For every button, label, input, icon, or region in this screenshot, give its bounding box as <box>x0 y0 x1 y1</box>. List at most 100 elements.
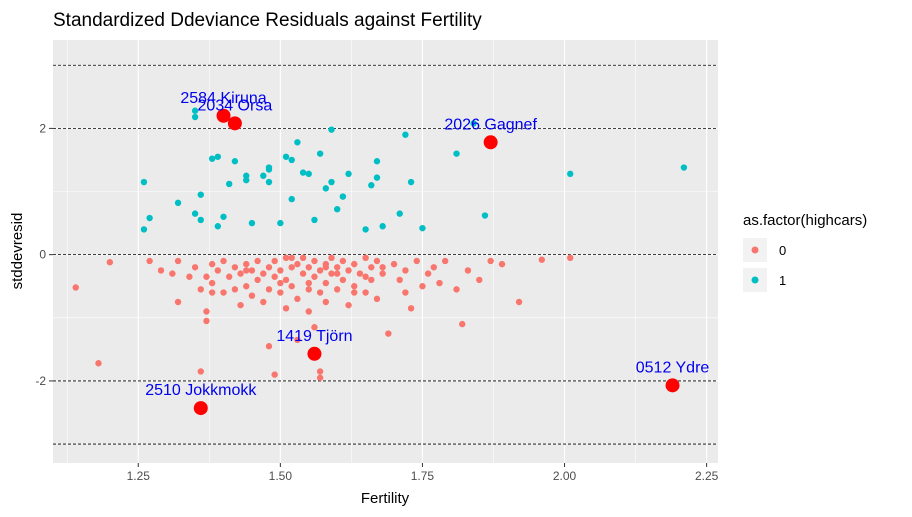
point-series-0 <box>413 257 420 265</box>
point-series-0 <box>487 257 494 265</box>
x-axis-ticks: 1.25 1.50 1.75 2.00 2.25 <box>127 463 719 483</box>
point-series-0 <box>260 270 267 277</box>
point-series-0 <box>316 368 324 375</box>
point-series-0 <box>362 254 369 262</box>
point-series-1 <box>419 224 426 232</box>
chart-title: Standardized Ddeviance Residuals against… <box>53 10 482 31</box>
point-series-0 <box>299 254 307 262</box>
point-series-0 <box>72 284 79 291</box>
point-series-0 <box>368 276 375 284</box>
point-series-0 <box>407 305 415 312</box>
point-series-0 <box>538 256 546 263</box>
x-tick-label: 1.75 <box>411 469 435 483</box>
point-series-0 <box>208 279 216 287</box>
point-series-0 <box>328 270 335 277</box>
point-series-0 <box>322 298 330 306</box>
x-tick-label: 1.50 <box>269 469 293 483</box>
point-series-0 <box>265 286 273 293</box>
point-series-0 <box>305 286 312 293</box>
point-series-0 <box>208 260 216 268</box>
point-annotation: 2034 Orsa <box>198 97 273 114</box>
point-annotation: 2584 Kiruna <box>180 90 266 107</box>
point-series-1 <box>305 170 312 178</box>
point-series-0 <box>157 267 165 274</box>
point-series-0 <box>225 273 233 280</box>
point-annotation: 2026 Gagnef <box>444 116 537 133</box>
point-series-1 <box>197 216 204 224</box>
point-series-0 <box>322 264 330 271</box>
point-series-0 <box>203 273 210 280</box>
point-series-0 <box>339 276 347 284</box>
point-series-0 <box>373 295 381 303</box>
point-series-0 <box>277 279 284 287</box>
point-series-0 <box>436 279 443 287</box>
point-series-0 <box>208 289 216 296</box>
point-series-0 <box>260 298 267 306</box>
point-series-1 <box>453 150 460 157</box>
point-series-0 <box>95 360 102 367</box>
point-series-0 <box>351 289 358 296</box>
point-series-0 <box>311 273 318 280</box>
point-series-0 <box>288 264 295 271</box>
point-annotation: 1419 Tjörn <box>276 328 352 345</box>
point-series-0 <box>248 292 256 299</box>
legend-label-1: 1 <box>779 273 786 288</box>
point-series-0 <box>441 257 449 265</box>
point-series-0 <box>430 264 438 271</box>
point-series-1 <box>288 195 295 203</box>
point-series-0 <box>339 257 347 265</box>
point-series-1 <box>481 212 489 219</box>
point-series-0 <box>390 260 398 268</box>
point-series-1 <box>191 107 199 114</box>
point-series-0 <box>237 301 244 309</box>
highlight-point <box>307 346 322 361</box>
point-series-0 <box>333 286 341 293</box>
point-series-0 <box>294 295 301 303</box>
point-series-0 <box>220 289 227 296</box>
point-series-0 <box>288 283 295 290</box>
point-series-1 <box>191 210 199 217</box>
point-series-0 <box>294 260 301 268</box>
point-series-1 <box>140 178 148 186</box>
point-series-0 <box>333 270 341 277</box>
point-series-1 <box>470 120 477 127</box>
point-series-0 <box>254 257 261 265</box>
point-series-0 <box>373 257 381 265</box>
point-series-1 <box>362 226 369 233</box>
point-series-0 <box>396 276 403 284</box>
point-series-0 <box>368 264 375 271</box>
y-axis-title: stddevresid <box>9 213 26 290</box>
point-series-0 <box>362 289 369 296</box>
point-series-0 <box>316 267 324 274</box>
point-series-1 <box>379 223 386 230</box>
point-series-1 <box>373 174 381 181</box>
point-series-0 <box>203 317 210 325</box>
point-series-1 <box>265 166 273 173</box>
point-series-1 <box>197 191 204 198</box>
point-series-1 <box>248 219 256 227</box>
point-series-0 <box>248 267 256 274</box>
point-series-0 <box>231 286 239 293</box>
point-series-0 <box>197 368 204 375</box>
point-series-0 <box>106 259 114 266</box>
point-series-0 <box>305 279 312 287</box>
point-series-0 <box>174 257 182 265</box>
point-series-0 <box>254 276 261 284</box>
point-series-1 <box>311 216 318 224</box>
point-series-1 <box>231 158 239 165</box>
point-series-0 <box>265 264 273 271</box>
point-series-0 <box>459 320 466 328</box>
point-series-0 <box>385 330 392 337</box>
point-series-1 <box>322 185 330 192</box>
point-series-1 <box>680 164 688 171</box>
point-series-0 <box>299 270 307 277</box>
point-series-0 <box>567 254 574 262</box>
point-series-1 <box>328 178 335 186</box>
point-series-1 <box>345 170 352 178</box>
point-series-0 <box>282 305 290 312</box>
y-tick-label: 0 <box>39 248 46 262</box>
point-annotation: 0512 Ydre <box>636 359 710 376</box>
point-series-1 <box>140 226 148 233</box>
